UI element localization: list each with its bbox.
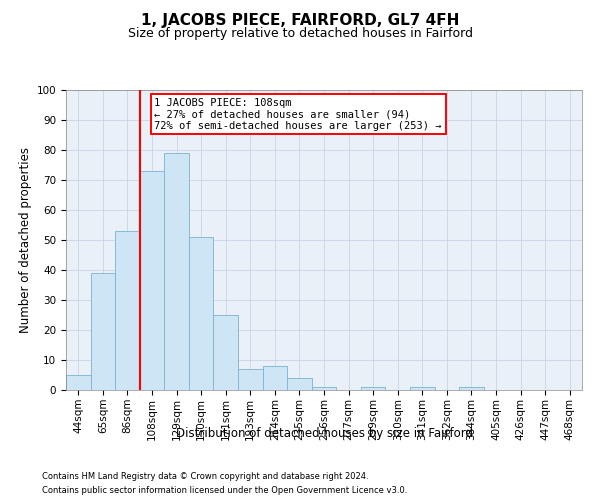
Bar bbox=[140, 171, 164, 390]
Text: Contains HM Land Registry data © Crown copyright and database right 2024.: Contains HM Land Registry data © Crown c… bbox=[42, 472, 368, 481]
Bar bbox=[410, 387, 434, 390]
Bar bbox=[361, 387, 385, 390]
Bar bbox=[189, 237, 214, 390]
Text: Size of property relative to detached houses in Fairford: Size of property relative to detached ho… bbox=[128, 28, 473, 40]
Y-axis label: Number of detached properties: Number of detached properties bbox=[19, 147, 32, 333]
Bar bbox=[66, 375, 91, 390]
Bar bbox=[164, 153, 189, 390]
Text: 1 JACOBS PIECE: 108sqm
← 27% of detached houses are smaller (94)
72% of semi-det: 1 JACOBS PIECE: 108sqm ← 27% of detached… bbox=[154, 98, 442, 130]
Text: 1, JACOBS PIECE, FAIRFORD, GL7 4FH: 1, JACOBS PIECE, FAIRFORD, GL7 4FH bbox=[141, 12, 459, 28]
Bar bbox=[459, 387, 484, 390]
Bar bbox=[115, 231, 140, 390]
Bar bbox=[312, 387, 336, 390]
Bar bbox=[263, 366, 287, 390]
Bar bbox=[238, 369, 263, 390]
Bar bbox=[214, 315, 238, 390]
Bar bbox=[91, 273, 115, 390]
Text: Distribution of detached houses by size in Fairford: Distribution of detached houses by size … bbox=[176, 428, 473, 440]
Bar bbox=[287, 378, 312, 390]
Text: Contains public sector information licensed under the Open Government Licence v3: Contains public sector information licen… bbox=[42, 486, 407, 495]
